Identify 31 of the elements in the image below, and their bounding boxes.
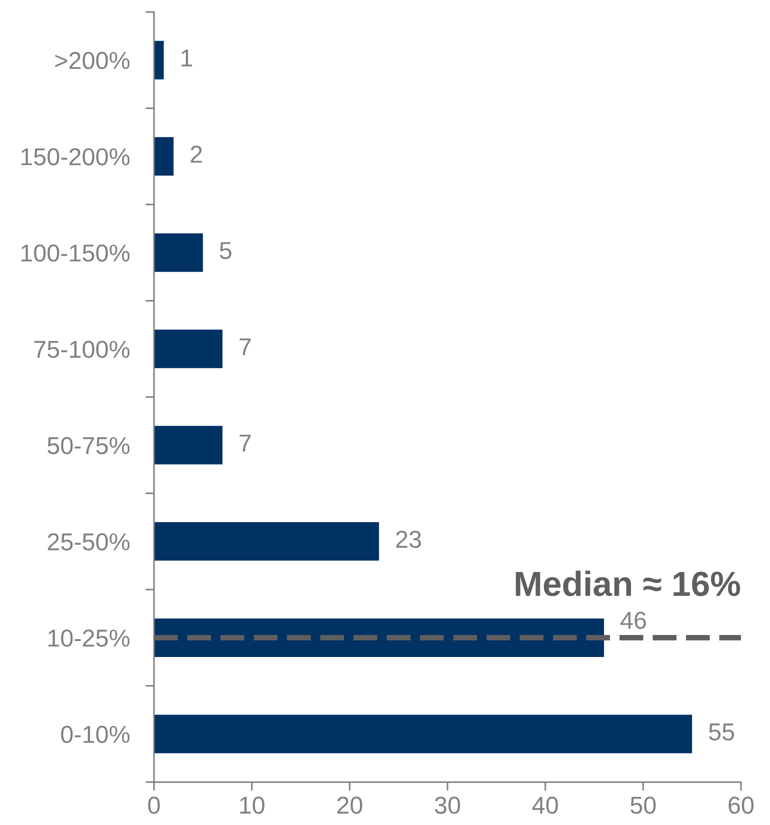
bar bbox=[154, 137, 174, 176]
bar bbox=[154, 330, 222, 368]
data-label: 5 bbox=[220, 242, 232, 260]
bar bbox=[154, 522, 380, 561]
bar bbox=[154, 40, 164, 80]
y-tick-label: 100-150% bbox=[21, 244, 130, 262]
x-tick-label: 60 bbox=[728, 796, 754, 814]
data-label: 23 bbox=[396, 530, 421, 548]
y-tick-label: 25-50% bbox=[48, 533, 130, 550]
y-tick-label: 0-10% bbox=[61, 726, 130, 744]
y-tick-label: >200% bbox=[55, 52, 130, 70]
x-tick-label: 40 bbox=[532, 796, 558, 814]
bar bbox=[154, 233, 203, 272]
ref-line-label: Median ≈ 16% bbox=[516, 570, 740, 596]
data-label: 46 bbox=[620, 612, 646, 629]
x-tick-label: 50 bbox=[630, 796, 656, 814]
bar bbox=[154, 426, 222, 464]
data-label: 55 bbox=[709, 724, 734, 740]
data-label: 7 bbox=[240, 434, 251, 452]
x-tick-label: 10 bbox=[240, 796, 264, 814]
data-label: 2 bbox=[190, 146, 202, 163]
x-tick-label: 30 bbox=[434, 796, 460, 814]
y-tick-label: 75-100% bbox=[34, 340, 130, 358]
data-label: 7 bbox=[240, 338, 251, 356]
y-tick-label: 50-75% bbox=[48, 437, 130, 454]
y-tick-label: 10-25% bbox=[48, 630, 130, 647]
x-tick-label: 20 bbox=[337, 796, 362, 814]
data-label: 1 bbox=[182, 50, 192, 66]
y-tick-label: 150-200% bbox=[21, 148, 130, 166]
bar bbox=[154, 714, 692, 754]
x-tick-label: 0 bbox=[148, 796, 160, 814]
